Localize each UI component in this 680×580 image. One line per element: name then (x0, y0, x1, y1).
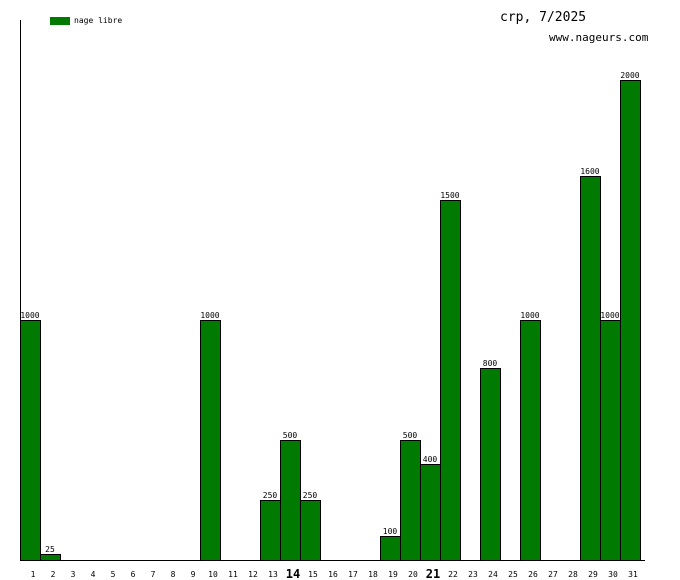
data-label: 1000 (520, 311, 539, 320)
data-label: 250 (303, 491, 318, 500)
x-tick-label: 14 (286, 567, 300, 580)
data-label: 1000 (600, 311, 619, 320)
bar (40, 554, 61, 561)
x-tick-label: 1 (31, 570, 36, 579)
x-tick-label: 4 (91, 570, 96, 579)
data-label: 500 (283, 431, 298, 440)
x-tick-label: 9 (191, 570, 196, 579)
x-tick-label: 18 (368, 570, 378, 579)
x-tick-label: 12 (248, 570, 258, 579)
x-tick-label: 22 (448, 570, 458, 579)
x-tick-label: 5 (111, 570, 116, 579)
chart-title: crp, 7/2025 (500, 10, 587, 25)
data-label: 1000 (200, 311, 219, 320)
x-tick-label: 3 (71, 570, 76, 579)
x-tick-label: 8 (171, 570, 176, 579)
x-tick-label: 28 (568, 570, 578, 579)
x-tick-label: 27 (548, 570, 558, 579)
bar (580, 176, 601, 561)
x-tick-label: 17 (348, 570, 358, 579)
data-label: 1600 (580, 167, 599, 176)
data-label: 2000 (620, 71, 639, 80)
x-tick-label: 20 (408, 570, 418, 579)
x-tick-label: 19 (388, 570, 398, 579)
x-tick-label: 25 (508, 570, 518, 579)
x-tick-label: 6 (131, 570, 136, 579)
x-tick-label: 2 (51, 570, 56, 579)
bar (260, 500, 281, 561)
x-tick-label: 26 (528, 570, 538, 579)
data-label: 1500 (440, 191, 459, 200)
bar (400, 440, 421, 561)
x-tick-label: 24 (488, 570, 498, 579)
bar (20, 320, 41, 561)
bar (440, 200, 461, 561)
data-label: 1000 (20, 311, 39, 320)
bar (420, 464, 441, 561)
data-label: 100 (383, 527, 398, 536)
legend: nage libre (50, 16, 122, 25)
x-tick-label: 16 (328, 570, 338, 579)
bar (300, 500, 321, 561)
x-tick-label: 31 (628, 570, 638, 579)
bar (380, 536, 401, 561)
chart-subtitle: www.nageurs.com (549, 31, 649, 44)
x-tick-label: 10 (208, 570, 218, 579)
data-label: 250 (263, 491, 278, 500)
data-label: 25 (45, 545, 55, 554)
bar (520, 320, 541, 561)
x-tick-label: 23 (468, 570, 478, 579)
x-tick-label: 29 (588, 570, 598, 579)
bar (480, 368, 501, 561)
x-tick-label: 15 (308, 570, 318, 579)
legend-swatch (50, 16, 70, 25)
bar (620, 80, 641, 561)
legend-label: nage libre (74, 16, 123, 25)
data-label: 500 (403, 431, 418, 440)
data-label: 400 (423, 455, 438, 464)
x-tick-label: 7 (151, 570, 156, 579)
x-tick-label: 30 (608, 570, 618, 579)
bar (200, 320, 221, 561)
bar (600, 320, 621, 561)
bar (280, 440, 301, 561)
data-label: 800 (483, 359, 498, 368)
x-tick-label: 21 (426, 567, 440, 580)
x-tick-label: 13 (268, 570, 278, 579)
x-tick-label: 11 (228, 570, 238, 579)
